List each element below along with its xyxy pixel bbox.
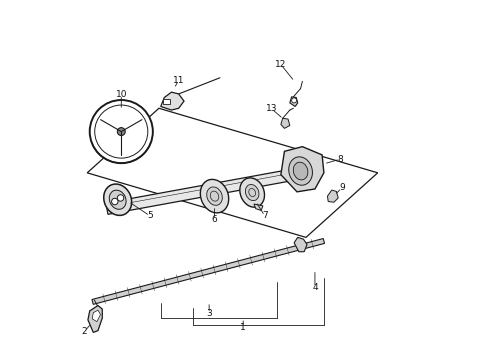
- Ellipse shape: [245, 184, 259, 201]
- Polygon shape: [290, 97, 298, 107]
- Polygon shape: [327, 190, 338, 202]
- Ellipse shape: [207, 187, 222, 205]
- Text: 13: 13: [266, 104, 278, 113]
- Circle shape: [112, 198, 118, 205]
- Circle shape: [95, 105, 148, 158]
- Ellipse shape: [240, 178, 265, 207]
- Ellipse shape: [109, 190, 126, 209]
- Polygon shape: [281, 118, 290, 129]
- Text: 1: 1: [240, 323, 246, 332]
- Text: 6: 6: [212, 215, 218, 224]
- Polygon shape: [92, 239, 324, 304]
- Text: 10: 10: [116, 90, 127, 99]
- Ellipse shape: [200, 179, 229, 213]
- Polygon shape: [92, 310, 100, 321]
- FancyBboxPatch shape: [163, 99, 171, 104]
- Circle shape: [117, 195, 124, 201]
- Text: 7: 7: [262, 211, 268, 220]
- Text: 8: 8: [337, 155, 343, 164]
- Text: 11: 11: [173, 76, 184, 85]
- Text: 3: 3: [206, 309, 212, 318]
- Ellipse shape: [104, 184, 132, 215]
- Polygon shape: [161, 92, 184, 110]
- Circle shape: [117, 128, 125, 135]
- Polygon shape: [294, 237, 307, 252]
- Text: 12: 12: [275, 60, 287, 69]
- Circle shape: [90, 100, 153, 163]
- Polygon shape: [106, 169, 294, 214]
- Text: 2: 2: [81, 327, 87, 336]
- Ellipse shape: [289, 157, 313, 185]
- Circle shape: [292, 98, 296, 103]
- Polygon shape: [88, 306, 102, 332]
- Polygon shape: [281, 147, 324, 192]
- Text: 4: 4: [312, 283, 318, 292]
- Ellipse shape: [294, 162, 308, 180]
- Text: 9: 9: [339, 183, 344, 192]
- Polygon shape: [254, 204, 263, 211]
- Text: 5: 5: [147, 211, 153, 220]
